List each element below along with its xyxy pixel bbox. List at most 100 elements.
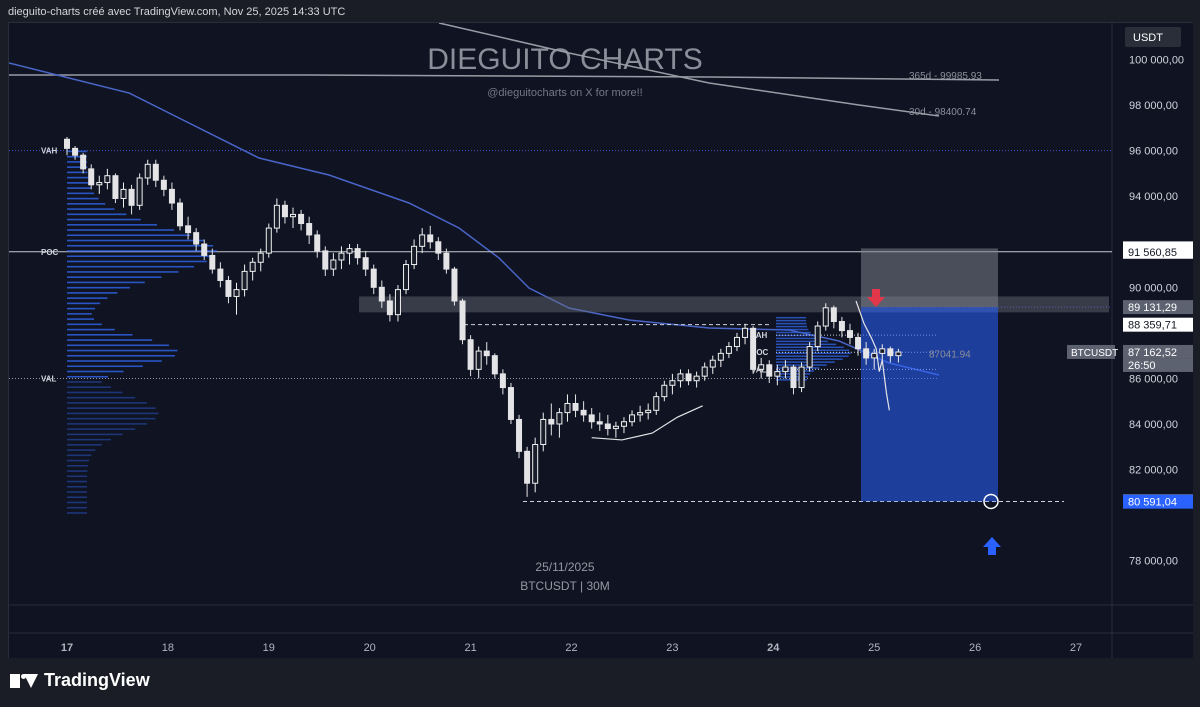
price-chart[interactable]: DIEGUITO CHARTS @dieguitocharts on X for …	[9, 23, 1193, 659]
volume-profile-left-bar	[67, 255, 215, 257]
volume-profile-right-bar	[776, 361, 835, 363]
chart-pane[interactable]: DIEGUITO CHARTS @dieguitocharts on X for …	[8, 22, 1192, 658]
price-tag: 91 560,85	[1128, 247, 1177, 259]
volume-profile-left-bar	[67, 208, 114, 210]
volume-profile-left-bar	[67, 214, 126, 216]
volume-profile-left-bar	[67, 428, 135, 430]
candle-body	[387, 301, 392, 315]
price-axis-tick: 96 000,00	[1129, 146, 1178, 158]
volume-profile-left-label: VAL	[41, 374, 57, 383]
volume-profile-left-bar	[67, 313, 92, 315]
candle-body	[678, 374, 683, 381]
candle-body	[178, 203, 183, 226]
candle-body	[823, 308, 828, 326]
candle-body	[145, 164, 150, 178]
volume-profile-left-bar	[67, 271, 178, 273]
candle-body	[105, 176, 110, 183]
footer	[0, 658, 1200, 707]
price-tag: 89 131,29	[1128, 302, 1177, 314]
watermark-subtitle: @dieguitocharts on X for more!!	[487, 87, 642, 99]
currency-tag: USDT	[1133, 32, 1163, 44]
tradingview-logo[interactable]: TradingView	[10, 670, 150, 691]
volume-profile-left-bar	[67, 434, 123, 436]
candle-body	[557, 413, 562, 424]
candle-body	[621, 422, 626, 427]
volume-profile-left-bar	[67, 329, 115, 331]
volume-profile-left-bar	[67, 203, 105, 205]
candle-body	[605, 424, 610, 429]
candle-body	[299, 214, 304, 223]
volume-profile-left-bar	[67, 198, 99, 200]
volume-profile-left-bar	[67, 229, 174, 231]
volume-profile-left-bar	[67, 282, 145, 284]
volume-profile-left-bar	[67, 339, 152, 341]
candle-body	[226, 280, 231, 296]
time-axis-label: 18	[162, 642, 174, 654]
price-axis-tick: 90 000,00	[1129, 282, 1178, 294]
candle-body	[549, 419, 554, 424]
volume-profile-left-bar	[67, 376, 108, 378]
chart-header: dieguito-charts créé avec TradingView.co…	[0, 0, 1200, 24]
time-axis-label: 23	[666, 642, 678, 654]
price-axis-tick: 98 000,00	[1129, 100, 1178, 112]
volume-profile-right-bar	[776, 317, 806, 319]
price-axis-tick: 94 000,00	[1129, 191, 1178, 203]
volume-profile-left-bar	[67, 324, 102, 326]
volume-profile-left-bar	[67, 297, 107, 299]
candle-body	[541, 419, 546, 444]
volume-profile-left-bar	[67, 350, 178, 352]
volume-profile-left-bar	[67, 470, 87, 472]
volume-profile-left-bar	[67, 261, 207, 263]
candle-body	[508, 388, 513, 420]
price-axis-tick: 82 000,00	[1129, 465, 1178, 477]
candle-body	[218, 269, 223, 280]
candle-body	[323, 251, 328, 269]
volume-profile-right-bar	[776, 338, 820, 340]
candle-body	[169, 189, 174, 203]
volume-profile-right-bar	[776, 320, 806, 322]
candle-body	[888, 349, 893, 356]
candle-body	[266, 228, 271, 253]
candle-body	[89, 169, 94, 185]
volume-profile-left-bar	[67, 287, 130, 289]
volume-profile-left-bar	[67, 292, 117, 294]
volume-profile-left-bar	[67, 187, 91, 189]
volume-profile-left-bar	[67, 460, 89, 462]
volume-profile-left-bar	[67, 303, 100, 305]
candle-body	[129, 189, 134, 205]
volume-profile-left-bar	[67, 496, 87, 498]
volume-profile-right-bar	[776, 344, 836, 346]
candle-body	[759, 365, 764, 370]
time-axis-label: 22	[565, 642, 577, 654]
price-axis-tick: 84 000,00	[1129, 419, 1178, 431]
volume-profile-left-bar	[67, 444, 102, 446]
candle-body	[613, 426, 618, 428]
time-axis-label: 24	[767, 642, 780, 654]
time-axis-label: 21	[464, 642, 476, 654]
candle-body	[194, 233, 199, 244]
candle-body	[492, 356, 497, 374]
candle-body	[210, 255, 215, 269]
watermark-date: 25/11/2025	[535, 560, 594, 574]
candle-body	[113, 176, 118, 199]
volume-profile-left-bar	[67, 318, 94, 320]
candle-body	[831, 308, 836, 322]
candle-body	[654, 397, 659, 411]
candle-body	[121, 189, 126, 198]
volume-profile-left-bar	[67, 193, 94, 195]
volume-profile-left-bar	[67, 172, 88, 174]
candle-body	[234, 290, 239, 297]
volume-profile-left-bar	[67, 455, 91, 457]
candle-body	[428, 235, 433, 242]
candle-body	[880, 349, 885, 354]
volume-profile-left-bar	[67, 507, 87, 509]
time-axis-label: 25	[868, 642, 880, 654]
watermark-title: DIEGUITO CHARTS	[427, 43, 703, 76]
candle-body	[525, 451, 530, 483]
candle-body	[250, 262, 255, 271]
candle-body	[282, 205, 287, 216]
candle-body	[702, 367, 707, 376]
price-tag: 88 359,71	[1128, 320, 1177, 332]
volume-profile-right-bar	[776, 323, 806, 325]
inline-price-label: 87041.94	[929, 350, 971, 361]
